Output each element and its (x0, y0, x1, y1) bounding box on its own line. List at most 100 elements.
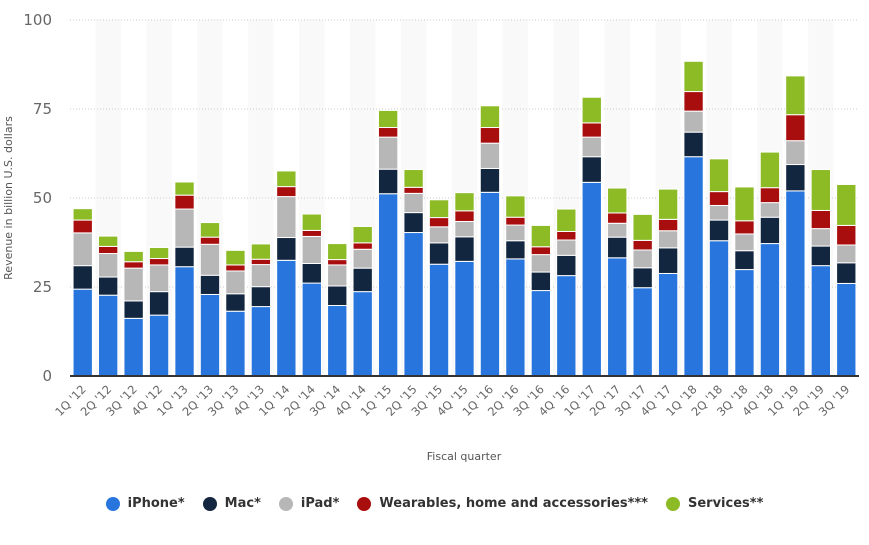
bar-segment-services[interactable] (250, 243, 272, 260)
bar-stack[interactable] (607, 187, 628, 377)
bar-segment-iphone[interactable] (352, 291, 373, 377)
bar-segment-iphone[interactable] (377, 193, 399, 377)
legend-item[interactable]: Services** (665, 496, 763, 511)
bar-segment-services[interactable] (530, 224, 552, 248)
bar-segment-iphone[interactable] (632, 287, 653, 377)
bar-segment-iphone[interactable] (174, 266, 195, 377)
bar-segment-ipad[interactable] (454, 220, 475, 238)
legend-item[interactable]: Mac* (202, 496, 261, 511)
bar-segment-ipad[interactable] (607, 222, 628, 238)
bar-segment-ipad[interactable] (199, 243, 221, 276)
bar-segment-wearables-home-and-accessories[interactable] (403, 186, 424, 194)
bar-segment-iphone[interactable] (72, 288, 93, 377)
bar-segment-mac[interactable] (505, 240, 526, 260)
bar-segment-mac[interactable] (708, 219, 730, 242)
bar-segment-services[interactable] (276, 170, 297, 188)
bar-segment-wearables-home-and-accessories[interactable] (785, 114, 806, 142)
bar-stack[interactable] (98, 235, 119, 377)
bar-segment-mac[interactable] (556, 254, 577, 277)
bar-segment-services[interactable] (708, 158, 730, 193)
bar-segment-iphone[interactable] (123, 317, 144, 377)
bar-stack[interactable] (708, 158, 730, 377)
legend-item[interactable]: iPhone* (105, 496, 185, 511)
bar-segment-services[interactable] (479, 105, 501, 129)
bar-segment-services[interactable] (632, 213, 653, 241)
bar-segment-iphone[interactable] (556, 275, 577, 377)
bar-segment-iphone[interactable] (276, 259, 297, 377)
bar-segment-ipad[interactable] (581, 136, 602, 158)
bar-segment-ipad[interactable] (276, 196, 297, 239)
legend-item[interactable]: iPad* (278, 496, 339, 511)
bar-segment-ipad[interactable] (683, 110, 704, 133)
bar-stack[interactable] (454, 192, 475, 377)
bar-segment-mac[interactable] (785, 164, 806, 192)
bar-segment-iphone[interactable] (98, 294, 119, 377)
bar-segment-wearables-home-and-accessories[interactable] (530, 246, 552, 256)
bar-segment-mac[interactable] (301, 263, 322, 284)
bar-segment-services[interactable] (174, 181, 195, 196)
bar-segment-wearables-home-and-accessories[interactable] (759, 187, 781, 204)
bar-segment-mac[interactable] (428, 242, 450, 265)
bar-segment-wearables-home-and-accessories[interactable] (683, 91, 704, 112)
bar-segment-ipad[interactable] (403, 192, 424, 214)
bar-segment-services[interactable] (657, 188, 679, 220)
bar-segment-services[interactable] (785, 75, 806, 116)
bar-segment-ipad[interactable] (556, 239, 577, 256)
bar-segment-wearables-home-and-accessories[interactable] (352, 242, 373, 250)
bar-segment-ipad[interactable] (708, 204, 730, 221)
bar-segment-mac[interactable] (377, 168, 399, 195)
bar-segment-services[interactable] (759, 151, 781, 189)
bar-segment-mac[interactable] (250, 286, 272, 308)
bar-segment-iphone[interactable] (301, 282, 322, 377)
bar-segment-iphone[interactable] (530, 290, 552, 377)
bar-stack[interactable] (530, 224, 552, 377)
bar-stack[interactable] (759, 151, 781, 377)
bar-segment-mac[interactable] (123, 300, 144, 319)
bar-segment-ipad[interactable] (785, 140, 806, 166)
bar-segment-services[interactable] (123, 250, 144, 263)
bar-segment-mac[interactable] (479, 167, 501, 193)
bar-segment-ipad[interactable] (72, 232, 93, 267)
bar-segment-wearables-home-and-accessories[interactable] (301, 229, 322, 237)
bar-segment-mac[interactable] (657, 247, 679, 274)
bar-segment-services[interactable] (810, 169, 831, 211)
bar-segment-wearables-home-and-accessories[interactable] (734, 220, 755, 235)
bar-segment-ipad[interactable] (148, 264, 170, 293)
bar-stack[interactable] (810, 169, 831, 377)
bar-segment-wearables-home-and-accessories[interactable] (657, 218, 679, 232)
bar-stack[interactable] (301, 213, 322, 377)
bar-segment-services[interactable] (72, 208, 93, 221)
bar-segment-services[interactable] (403, 169, 424, 188)
bar-segment-services[interactable] (836, 183, 857, 226)
bar-segment-iphone[interactable] (199, 293, 221, 377)
bar-segment-services[interactable] (454, 192, 475, 212)
bar-segment-wearables-home-and-accessories[interactable] (250, 258, 272, 266)
bar-segment-ipad[interactable] (301, 235, 322, 265)
bar-segment-iphone[interactable] (607, 257, 628, 377)
bar-segment-services[interactable] (505, 195, 526, 218)
bar-segment-mac[interactable] (327, 285, 348, 307)
bar-segment-ipad[interactable] (479, 142, 501, 169)
bar-stack[interactable] (327, 243, 348, 377)
bar-segment-wearables-home-and-accessories[interactable] (454, 210, 475, 222)
bar-stack[interactable] (836, 183, 857, 377)
bar-segment-wearables-home-and-accessories[interactable] (327, 259, 348, 266)
bar-segment-mac[interactable] (759, 216, 781, 245)
bar-segment-ipad[interactable] (250, 264, 272, 288)
bar-segment-mac[interactable] (352, 267, 373, 293)
bar-segment-iphone[interactable] (785, 190, 806, 377)
bar-stack[interactable] (225, 249, 246, 377)
bar-segment-services[interactable] (225, 249, 246, 266)
bar-segment-wearables-home-and-accessories[interactable] (148, 258, 170, 266)
bar-segment-wearables-home-and-accessories[interactable] (98, 245, 119, 255)
bar-segment-wearables-home-and-accessories[interactable] (276, 186, 297, 198)
bar-segment-ipad[interactable] (836, 244, 857, 264)
bar-segment-iphone[interactable] (836, 282, 857, 377)
bar-segment-wearables-home-and-accessories[interactable] (708, 191, 730, 206)
bar-segment-ipad[interactable] (657, 230, 679, 249)
bar-stack[interactable] (479, 105, 501, 377)
bar-segment-wearables-home-and-accessories[interactable] (428, 217, 450, 228)
bar-stack[interactable] (174, 181, 195, 377)
bar-stack[interactable] (505, 195, 526, 377)
bar-segment-iphone[interactable] (734, 269, 755, 377)
